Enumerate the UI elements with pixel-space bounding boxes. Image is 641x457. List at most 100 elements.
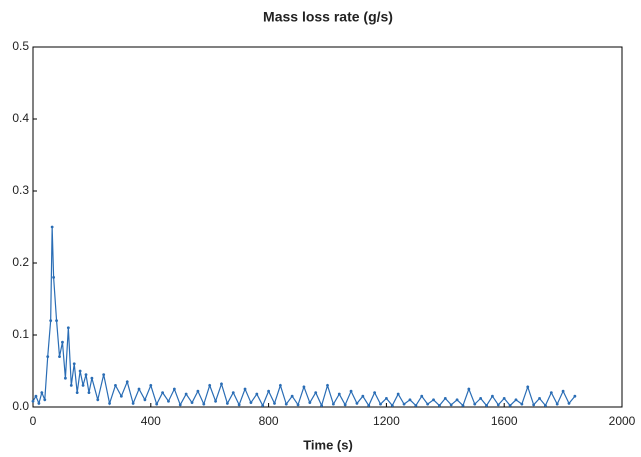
data-point [461, 404, 465, 407]
data-point [314, 391, 318, 394]
data-point [249, 401, 253, 405]
data-point [496, 403, 500, 407]
y-tick-label: 0.2 [12, 255, 29, 269]
data-point [125, 380, 129, 384]
x-tick-label: 0 [30, 414, 37, 428]
data-point [526, 385, 530, 389]
data-point [63, 376, 67, 380]
data-line [32, 226, 576, 408]
data-point [296, 403, 300, 407]
y-tick-label: 0.4 [12, 111, 29, 125]
data-point [414, 404, 418, 407]
data-point [119, 394, 123, 398]
data-point [514, 398, 518, 402]
data-point [385, 396, 388, 400]
x-tick-label: 400 [141, 414, 161, 428]
data-point [290, 394, 294, 398]
data-point [367, 404, 371, 407]
data-point [137, 387, 141, 391]
data-point [49, 319, 53, 322]
data-point [40, 391, 44, 394]
data-point [532, 403, 536, 407]
data-point [87, 391, 91, 394]
data-point [190, 401, 194, 405]
data-point [273, 402, 276, 405]
data-point [155, 402, 159, 406]
data-point [149, 384, 153, 387]
x-tick-label: 1200 [373, 414, 400, 428]
data-point [555, 402, 559, 406]
data-point [31, 399, 35, 403]
data-point [331, 402, 335, 406]
data-point [214, 399, 217, 403]
data-point [508, 404, 512, 407]
data-point [84, 373, 88, 376]
data-point [432, 398, 435, 402]
data-point [255, 392, 259, 396]
data-point [267, 389, 270, 393]
data-point [50, 225, 54, 229]
data-point [549, 391, 553, 394]
y-tick-label: 0.1 [12, 327, 29, 341]
data-point [66, 326, 70, 330]
data-point [69, 384, 73, 387]
data-point [202, 402, 206, 406]
data-point [114, 384, 117, 387]
data-point [426, 402, 430, 406]
data-point [278, 384, 282, 387]
data-point [390, 404, 394, 407]
data-point [438, 404, 441, 407]
data-point [37, 402, 41, 405]
x-tick-label: 1600 [491, 414, 518, 428]
data-point [485, 404, 488, 407]
data-point [302, 385, 306, 389]
data-point [373, 391, 377, 394]
data-point [167, 399, 170, 403]
data-point [520, 402, 524, 406]
data-point [455, 398, 459, 402]
data-point [108, 402, 111, 405]
data-point [237, 403, 241, 407]
data-point [502, 396, 506, 400]
data-point [491, 394, 494, 398]
data-point [355, 402, 359, 405]
data-point [78, 369, 82, 373]
data-point [143, 398, 147, 402]
data-point [46, 355, 50, 358]
y-tick-label: 0.0 [12, 399, 29, 413]
data-point [34, 394, 38, 398]
data-point [326, 384, 329, 387]
data-point [573, 394, 577, 398]
data-point [102, 373, 106, 376]
data-point [196, 389, 200, 393]
data-point [243, 387, 247, 391]
data-point [284, 402, 288, 406]
data-point [379, 402, 382, 406]
data-point [467, 387, 471, 391]
data-point [561, 389, 565, 393]
data-point [261, 404, 265, 407]
data-point [55, 319, 58, 322]
data-point [231, 391, 235, 394]
data-point [131, 402, 135, 405]
data-point [75, 391, 79, 394]
data-point [479, 396, 483, 400]
data-point [184, 392, 188, 396]
data-point [538, 396, 541, 400]
data-point [61, 340, 64, 344]
data-point [402, 402, 406, 406]
chart-title: Mass loss rate (g/s) [263, 9, 393, 25]
data-point [81, 384, 85, 387]
data-point [337, 392, 341, 396]
data-point [408, 398, 412, 402]
x-tick-label: 2000 [609, 414, 636, 428]
data-point [52, 276, 56, 279]
data-point [220, 382, 223, 386]
data-point [396, 392, 400, 396]
data-point [172, 387, 176, 391]
data-point [96, 398, 100, 402]
data-point [58, 355, 61, 358]
data-point [349, 389, 353, 393]
data-point [343, 403, 347, 407]
